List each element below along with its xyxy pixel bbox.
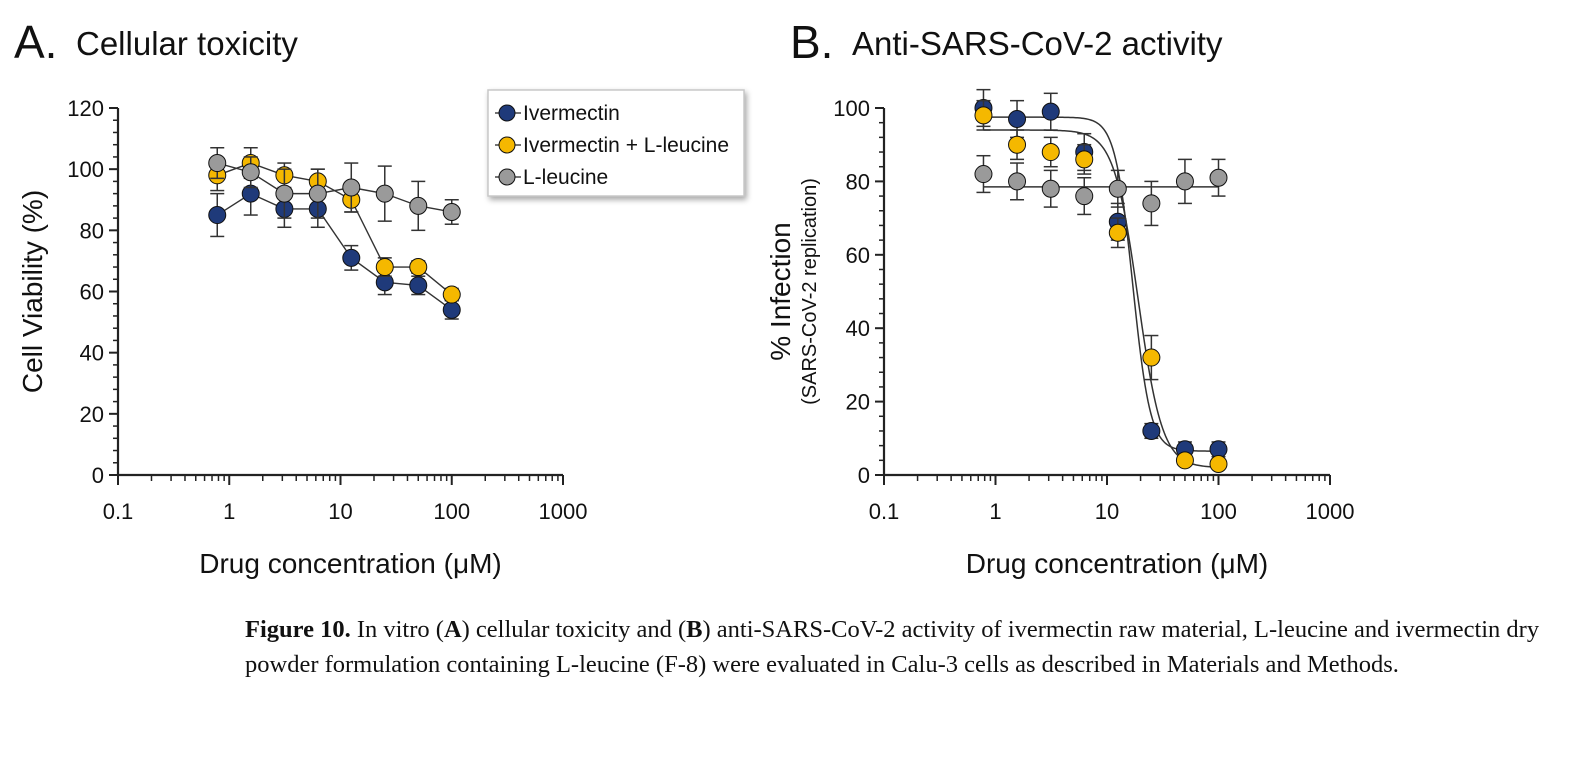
caption-ref-a: A: [443, 616, 462, 643]
legend-box: [487, 89, 745, 197]
data-point: [1041, 179, 1060, 198]
data-point: [375, 258, 394, 277]
y-tick-label: 40: [846, 316, 870, 341]
caption-part-2: ) cellular toxicity and (: [461, 616, 687, 643]
data-point: [308, 184, 327, 203]
legend-item-ivermectin-leucine: Ivermectin + L-leucine: [495, 134, 729, 157]
fit-curve: [983, 116, 1219, 452]
data-point: [342, 248, 361, 267]
legend-item-ivermectin: Ivermectin: [495, 102, 620, 125]
panel-b-plot: 0 20 40 60 80 100 0.1 1 10 100 1000 Drug concentrat…: [765, 88, 1355, 579]
legend-marker-ivermectin-leucine: [498, 136, 516, 154]
data-point: [275, 184, 294, 203]
x-tick-label: 1000: [539, 499, 588, 524]
y-tick-label: 120: [67, 96, 104, 121]
data-point: [974, 106, 993, 125]
series-l-leucine: [974, 154, 1228, 227]
panel-b-title: Anti-SARS-CoV-2 activity: [852, 25, 1223, 62]
y-axis-sublabel: (SARS-CoV-2 replication): [799, 178, 821, 405]
x-tick-label: 0.1: [103, 499, 134, 524]
y-tick-label: 0: [92, 463, 104, 488]
data-point: [1008, 135, 1027, 154]
data-point: [208, 154, 227, 173]
legend-label-ivermectin: Ivermectin: [523, 102, 620, 125]
panel-b-letter: B.: [790, 16, 833, 68]
data-point: [1209, 168, 1228, 187]
x-tick-label: 10: [328, 499, 352, 524]
data-point: [442, 202, 461, 221]
data-point: [1175, 172, 1194, 191]
data-point: [1041, 143, 1060, 162]
data-point: [208, 206, 227, 225]
y-tick-label: 0: [858, 463, 870, 488]
series-ivermectin-l-leucine: [974, 99, 1228, 473]
caption-part-3: ) anti-SARS-CoV-2 activity of ivermectin…: [245, 616, 1540, 678]
y-tick-label: 100: [67, 157, 104, 182]
data-point: [409, 196, 428, 215]
data-point: [1041, 102, 1060, 121]
x-tick-label: 100: [433, 499, 470, 524]
series-ivermectin: [208, 171, 461, 320]
data-point: [442, 285, 461, 304]
x-tick-label: 1000: [1306, 499, 1355, 524]
y-axis-label: % Infection: [765, 222, 796, 361]
x-axis-label: Drug concentration (μM): [199, 548, 501, 579]
data-point: [375, 184, 394, 203]
data-point: [1175, 451, 1194, 470]
data-point: [974, 165, 993, 184]
y-tick-label: 40: [80, 341, 104, 366]
y-tick-label: 20: [80, 402, 104, 427]
data-point: [409, 258, 428, 277]
y-tick-label: 80: [846, 169, 870, 194]
panel-a-plot: 0 20 40 60 80 100 120 0.1 1 10 100 1000 Drug concent…: [17, 96, 587, 579]
data-point: [1008, 172, 1027, 191]
x-tick-label: 100: [1200, 499, 1237, 524]
data-point: [1008, 110, 1027, 129]
data-point: [409, 276, 428, 295]
data-point: [1142, 194, 1161, 213]
data-point: [1142, 348, 1161, 367]
data-point: [241, 163, 260, 182]
legend-label-leucine: L-leucine: [523, 166, 608, 189]
caption-ref-b: B: [686, 616, 703, 643]
data-point: [342, 178, 361, 197]
y-tick-label: 100: [833, 96, 870, 121]
x-axis-label: Drug concentration (μM): [966, 548, 1268, 579]
caption-label: Figure 10.: [245, 616, 351, 643]
figure-caption: Figure 10. In vitro (A) cellular toxicit…: [245, 612, 1580, 682]
data-point: [442, 300, 461, 319]
x-tick-label: 1: [223, 499, 235, 524]
data-point: [1108, 223, 1127, 242]
data-point: [1075, 150, 1094, 169]
data-point: [1075, 187, 1094, 206]
y-tick-label: 60: [80, 280, 104, 305]
panel-a-letter: A.: [14, 16, 57, 68]
data-point: [1108, 179, 1127, 198]
y-tick-label: 20: [846, 390, 870, 415]
data-point: [1209, 454, 1228, 473]
data-point: [1142, 421, 1161, 440]
x-tick-label: 1: [989, 499, 1001, 524]
y-axis-label: Cell Viability (%): [17, 190, 48, 393]
series-l-leucine: [208, 147, 461, 232]
x-tick-label: 10: [1095, 499, 1119, 524]
y-tick-label: 60: [846, 243, 870, 268]
caption-part-1: In vitro (: [350, 616, 444, 643]
legend: Ivermectin Ivermectin + L-leucine L-leuc…: [487, 89, 745, 197]
panel-a-title: Cellular toxicity: [76, 25, 298, 62]
legend-marker-ivermectin: [498, 104, 516, 122]
x-tick-label: 0.1: [869, 499, 900, 524]
y-tick-label: 80: [80, 218, 104, 243]
legend-label-ivermectin-leucine: Ivermectin + L-leucine: [523, 134, 729, 157]
figure-canvas: A. Cellular toxicity B. Anti-SARS-CoV-2 …: [14, 16, 1355, 579]
legend-item-leucine: L-leucine: [495, 166, 608, 189]
legend-marker-leucine: [498, 168, 516, 186]
